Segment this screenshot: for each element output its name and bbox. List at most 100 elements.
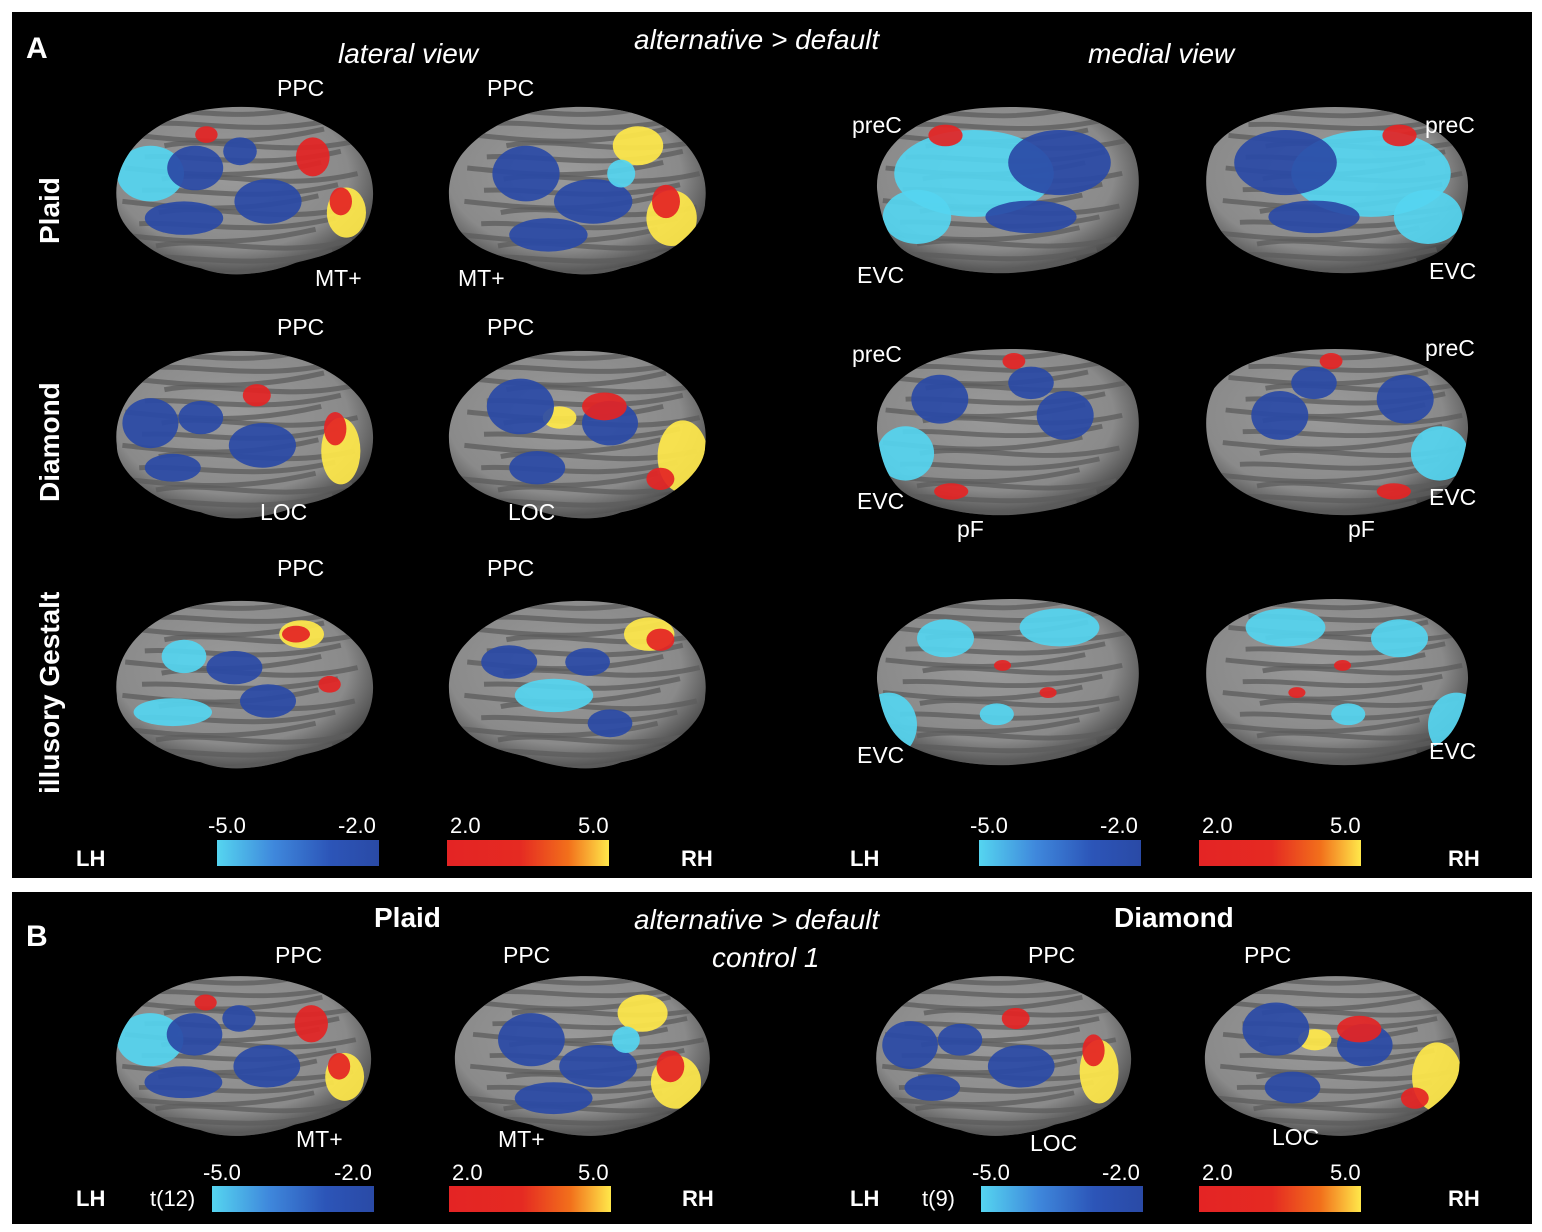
label-ppc: PPC xyxy=(503,942,551,968)
cortex-surface xyxy=(116,106,374,275)
brain-plaid-rh-lateral xyxy=(442,90,722,285)
label-ppc: PPC xyxy=(277,75,325,101)
label-ppc: PPC xyxy=(487,555,535,581)
cortex-surface xyxy=(448,350,706,519)
cortex-surface xyxy=(1206,598,1469,766)
label-evc: EVC xyxy=(1429,484,1477,510)
brain-diamond-lh-medial xyxy=(860,334,1145,524)
panel-b-left-heading: Plaid xyxy=(374,902,441,933)
cortex-surface xyxy=(116,976,372,1136)
colorbar-pos-min: 2.0 xyxy=(452,1160,483,1185)
colorbar-pos-max: 5.0 xyxy=(1330,813,1361,838)
label-prec: preC xyxy=(852,341,902,367)
colorbar-pos-max: 5.0 xyxy=(578,1160,609,1185)
brain-illusory-rh-medial xyxy=(1200,584,1485,774)
brain-b-diamond-lh-lateral xyxy=(860,960,1138,1146)
brain-plaid-lh-medial xyxy=(860,92,1145,282)
colorbar-pos-min: 2.0 xyxy=(1202,1160,1233,1185)
label-evc: EVC xyxy=(1429,258,1477,284)
colorbar-positive xyxy=(1199,1186,1361,1212)
cortex-surface xyxy=(116,600,374,769)
brain-illusory-lh-medial xyxy=(860,584,1145,774)
label-evc: EVC xyxy=(857,488,905,514)
colorbar-neg-max: -2.0 xyxy=(338,813,376,838)
panel-b-title: alternative > default xyxy=(634,904,880,935)
cortex-surface xyxy=(1206,348,1469,516)
colorbar-positive xyxy=(1199,840,1361,866)
brain-b-plaid-lh-lateral xyxy=(100,960,378,1146)
label-prec: preC xyxy=(1425,335,1475,361)
label-evc: EVC xyxy=(857,742,905,768)
cortex-surface xyxy=(454,976,710,1136)
colorbar-positive xyxy=(449,1186,611,1212)
cortex-surface xyxy=(876,348,1139,516)
panel-a: A lateral view alternative > default med… xyxy=(12,12,1532,878)
cortex-surface xyxy=(876,106,1139,274)
lateral-view-heading: lateral view xyxy=(338,38,479,69)
colorbar-negative xyxy=(981,1186,1143,1212)
label-evc: EVC xyxy=(857,262,905,288)
label-loc: LOC xyxy=(508,499,556,525)
stat-label-t9: t(9) xyxy=(922,1186,955,1211)
colorbar-negative xyxy=(217,840,379,866)
label-prec: preC xyxy=(852,112,902,138)
colorbar-positive xyxy=(447,840,609,866)
lh-label: LH xyxy=(850,1186,880,1211)
stat-label-t12: t(12) xyxy=(150,1186,196,1211)
colorbar-negative xyxy=(212,1186,374,1212)
brain-plaid-rh-medial xyxy=(1200,92,1485,282)
cortex-surface xyxy=(876,598,1139,766)
panel-b-right-heading: Diamond xyxy=(1114,902,1234,933)
panel-b-subtitle: control 1 xyxy=(712,942,820,973)
colorbar-pos-min: 2.0 xyxy=(1202,813,1233,838)
colorbar-neg-max: -2.0 xyxy=(1100,813,1138,838)
colorbar-neg-min: -5.0 xyxy=(203,1160,241,1185)
label-prec: preC xyxy=(1425,112,1475,138)
label-ppc: PPC xyxy=(277,314,325,340)
label-loc: LOC xyxy=(1272,1124,1320,1150)
label-ppc: PPC xyxy=(277,555,325,581)
colorbar-neg-min: -5.0 xyxy=(972,1160,1010,1185)
colorbar-pos-min: 2.0 xyxy=(450,813,481,838)
rh-label: RH xyxy=(1448,846,1480,871)
lh-label: LH xyxy=(76,846,106,871)
brain-illusory-lh-lateral xyxy=(100,584,380,779)
colorbar-neg-max: -2.0 xyxy=(334,1160,372,1185)
colorbar-pos-max: 5.0 xyxy=(578,813,609,838)
label-pf: pF xyxy=(1348,516,1375,542)
cortex-surface xyxy=(448,106,706,275)
label-loc: LOC xyxy=(1030,1130,1078,1156)
label-ppc: PPC xyxy=(1028,942,1076,968)
label-ppc: PPC xyxy=(1244,942,1292,968)
label-ppc: PPC xyxy=(487,75,535,101)
row-label-plaid: Plaid xyxy=(34,177,65,244)
label-ppc: PPC xyxy=(487,314,535,340)
brain-diamond-rh-medial xyxy=(1200,334,1485,524)
label-loc: LOC xyxy=(260,499,308,525)
brain-b-diamond-rh-lateral xyxy=(1198,960,1476,1146)
label-mt: MT+ xyxy=(315,265,362,291)
label-mt: MT+ xyxy=(296,1126,343,1152)
medial-view-heading: medial view xyxy=(1088,38,1235,69)
label-evc: EVC xyxy=(1429,738,1477,764)
colorbar-neg-min: -5.0 xyxy=(970,813,1008,838)
rh-label: RH xyxy=(682,1186,714,1211)
cortex-surface xyxy=(116,350,374,519)
row-label-illusory-gestalt: illusory Gestalt xyxy=(34,591,65,794)
brain-plaid-lh-lateral xyxy=(100,90,380,285)
colorbar-pos-max: 5.0 xyxy=(1330,1160,1361,1185)
label-mt: MT+ xyxy=(458,265,505,291)
lh-label: LH xyxy=(76,1186,106,1211)
panel-a-title: alternative > default xyxy=(634,24,880,55)
label-pf: pF xyxy=(957,516,984,542)
label-ppc: PPC xyxy=(275,942,323,968)
colorbar-negative xyxy=(979,840,1141,866)
cortex-surface xyxy=(876,976,1132,1136)
lh-label: LH xyxy=(850,846,880,871)
colorbar-neg-min: -5.0 xyxy=(208,813,246,838)
cortex-surface xyxy=(1204,976,1460,1136)
panel-b: B Plaid alternative > default control 1 … xyxy=(12,892,1532,1224)
brain-diamond-lh-lateral xyxy=(100,334,380,529)
colorbar-neg-max: -2.0 xyxy=(1102,1160,1140,1185)
cortex-surface xyxy=(448,600,706,769)
